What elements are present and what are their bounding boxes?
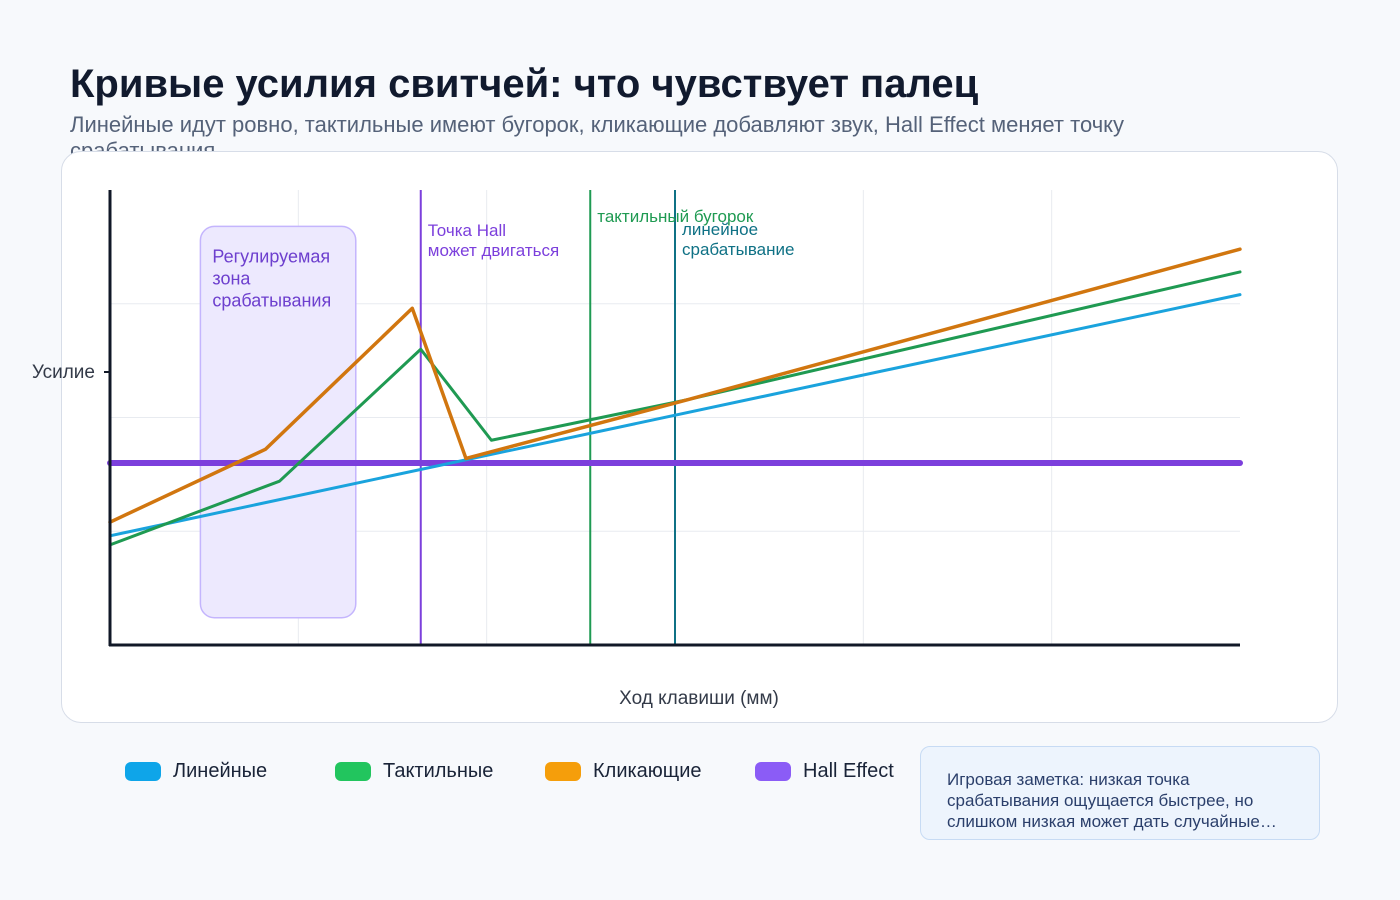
- annotation-label-line: может двигаться: [428, 241, 559, 260]
- legend-item-clicky[interactable]: Кликающие: [545, 758, 702, 784]
- legend-swatch-tactile: [335, 761, 371, 781]
- legend-swatch-clicky: [545, 761, 581, 781]
- legend-label-hall: Hall Effect: [803, 759, 894, 782]
- series-line-0: [108, 293, 1242, 538]
- adjustable-zone-label-line: зона: [212, 268, 251, 288]
- annotation-label-line: срабатывание: [682, 240, 794, 259]
- adjustable-zone-label-line: срабатывания: [212, 290, 331, 310]
- annotation-label-2: линейное срабатывание: [682, 220, 794, 259]
- x-axis-label: Ход клавиши (мм): [619, 688, 779, 709]
- adjustable-zone-label-line: Регулируемая: [212, 246, 330, 266]
- gaming-note-text: Игровая заметка: низкая точка срабатыван…: [947, 770, 1260, 831]
- annotation-label-0: Точка Hall может двигаться: [428, 221, 559, 260]
- chart-subtitle: Линейные идут ровно, тактильные имеют бу…: [70, 112, 1125, 163]
- series-line-2: [108, 247, 1242, 524]
- legend-label-linear: Линейные: [173, 759, 268, 782]
- annotation-label-line: линейное: [682, 220, 758, 239]
- annotation-label-1: тактильный бугорок: [597, 207, 754, 226]
- gaming-note: Игровая заметка: низкая точка срабатыван…: [920, 746, 1320, 840]
- annotation-label-line: тактильный бугорок: [597, 207, 754, 226]
- chart-title: Кривые усилия свитчей: что чувствует пал…: [70, 62, 979, 106]
- legend-swatch-hall: [755, 761, 791, 781]
- legend-label-tactile: Тактильные: [383, 759, 494, 782]
- y-axis-label: Усилие: [32, 362, 95, 383]
- annotation-label-line: Точка Hall: [428, 221, 506, 240]
- series-line-1: [108, 270, 1242, 547]
- legend-item-hall[interactable]: Hall Effect: [755, 758, 894, 784]
- legend-item-linear[interactable]: Линейные: [125, 758, 267, 784]
- adjustable-zone-0: [199, 225, 357, 619]
- legend-item-tactile[interactable]: Тактильные: [335, 758, 493, 784]
- adjustable-zone-label: Регулируемая зона срабатывания: [212, 246, 331, 310]
- legend-swatch-linear: [125, 761, 161, 781]
- legend-label-clicky: Кликающие: [593, 759, 702, 782]
